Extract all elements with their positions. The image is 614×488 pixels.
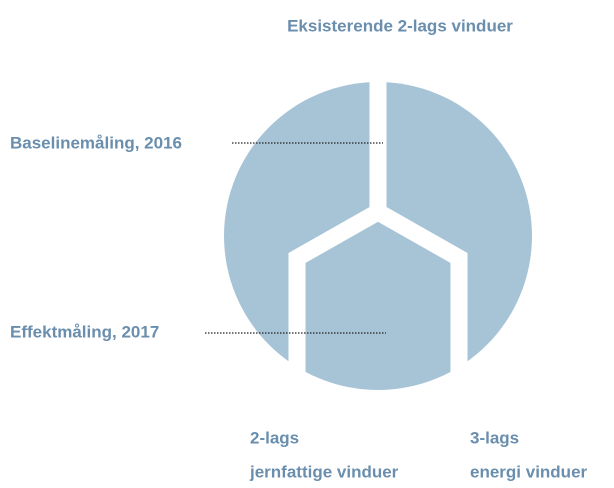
segment-label: jernfattige vinduer [249,462,399,481]
title: Eksisterende 2-lags vinduer [287,16,513,35]
callout-label: Baselinemåling, 2016 [10,133,182,152]
segment-label: 3-lags [470,428,519,447]
divider [288,202,468,410]
segment-label: energi vinduer [470,462,588,481]
callout-label: Effektmåling, 2017 [10,322,159,341]
segment-label: 2-lags [250,428,299,447]
